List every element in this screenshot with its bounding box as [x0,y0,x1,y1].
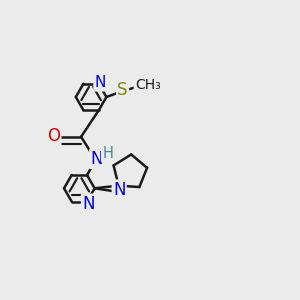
Text: CH₃: CH₃ [135,78,161,92]
Text: N: N [94,75,106,90]
Text: N: N [82,195,95,213]
Text: N: N [113,181,125,199]
Text: O: O [47,127,60,145]
Text: H: H [102,146,113,161]
Text: S: S [117,81,128,99]
Text: N: N [90,150,103,168]
